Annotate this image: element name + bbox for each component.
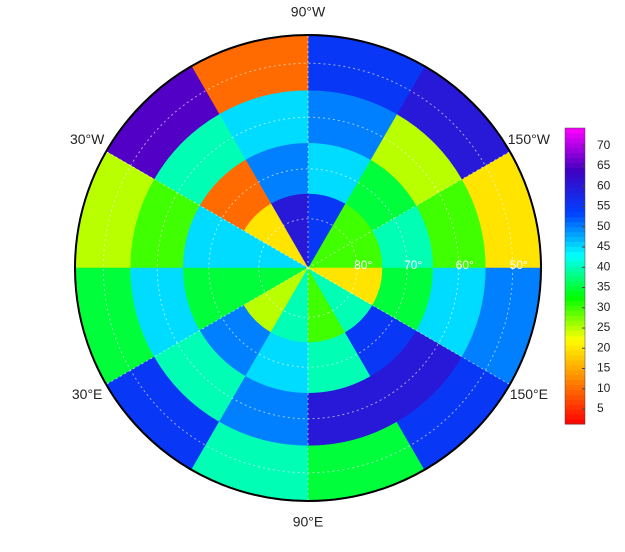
colorbar-swatch [565, 211, 585, 218]
colorbar-swatch [565, 290, 585, 297]
colorbar-swatch [565, 192, 585, 198]
colorbar-swatch [565, 187, 585, 193]
colorbar-swatch [565, 266, 585, 272]
colorbar-swatch [565, 221, 585, 228]
colorbar-swatch [565, 310, 585, 316]
latitude-label: 60° [456, 258, 474, 272]
meridian [105, 151, 309, 269]
colorbar-swatch [565, 206, 585, 213]
colorbar-swatch [565, 300, 585, 307]
meridian [307, 151, 511, 269]
colorbar-label: 70 [597, 138, 611, 152]
meridian [307, 267, 511, 385]
colorbar-swatch [565, 162, 585, 168]
colorbar-swatch [565, 330, 585, 336]
colorbar-swatch [565, 280, 585, 287]
colorbar-swatch [565, 167, 585, 173]
colorbar-swatch [565, 419, 585, 425]
colorbar-swatch [565, 374, 585, 381]
colorbar-swatch [565, 177, 585, 183]
colorbar-label: 5 [597, 401, 604, 415]
colorbar-swatch [565, 414, 585, 420]
colorbar-swatch [565, 256, 585, 262]
colorbar-swatch [565, 202, 585, 208]
colorbar-swatch [565, 384, 585, 390]
colorbar-label: 50 [597, 219, 611, 233]
colorbar-label: 10 [597, 381, 611, 395]
colorbar-swatch [565, 364, 585, 371]
longitude-label: 90°W [291, 4, 326, 20]
colorbar-swatch [565, 276, 585, 282]
colorbar-swatch [565, 271, 585, 277]
colorbar-swatch [565, 325, 585, 331]
colorbar-label: 60 [597, 178, 611, 192]
colorbar-label: 45 [597, 239, 611, 253]
colorbar-label: 35 [597, 280, 611, 294]
colorbar-swatch [565, 142, 585, 149]
colorbar-frame [564, 127, 586, 425]
colorbar-swatch [565, 216, 585, 223]
latitude-label: 50° [510, 258, 528, 272]
colorbar-swatch [565, 236, 585, 242]
colorbar-swatch [565, 369, 585, 376]
colorbar-swatch [565, 285, 585, 292]
colorbar-swatch [565, 261, 585, 267]
colorbar-label: 65 [597, 158, 611, 172]
longitude-label: 30°E [72, 386, 103, 402]
colorbar-swatch [565, 132, 585, 139]
latitude-label: 80° [354, 258, 372, 272]
latitude-circle [258, 218, 358, 318]
longitude-label: 150°W [508, 131, 551, 147]
colorbar-swatch [565, 226, 585, 233]
colorbar-swatch [565, 409, 585, 415]
latitude-circle [102, 62, 514, 474]
colorbar-swatch [565, 251, 585, 257]
colorbar-swatch [565, 197, 585, 203]
colorbar-swatch [565, 241, 585, 247]
colorbar-swatch [565, 157, 585, 164]
colorbar-swatch [565, 137, 585, 144]
colorbar-label: 30 [597, 300, 611, 314]
colorbar-label: 55 [597, 199, 611, 213]
colorbar-swatch [565, 231, 585, 238]
colorbar-swatch [565, 320, 585, 326]
latitude-circle [208, 168, 408, 368]
colorbar-label: 15 [597, 361, 611, 375]
colorbar-swatch [565, 359, 585, 366]
colorbar-swatch [565, 354, 585, 361]
colorbar-swatch [565, 305, 585, 312]
map-field [74, 34, 542, 502]
colorbar-swatch [565, 182, 585, 188]
colorbar-swatch [565, 152, 585, 159]
colorbar-swatch [565, 246, 585, 252]
colorbar-swatch [565, 340, 585, 346]
colorbar-swatch [565, 295, 585, 302]
longitude-label: 30°W [70, 131, 105, 147]
meridian [105, 267, 309, 385]
longitude-label: 150°E [510, 386, 548, 402]
colorbar-swatch [565, 335, 585, 341]
colorbar-label: 40 [597, 259, 611, 273]
colorbar-swatch [565, 399, 585, 405]
colorbar-swatch [565, 404, 585, 410]
map-border [74, 34, 542, 502]
colorbar-swatch [565, 345, 585, 351]
latitude-label: 70° [404, 258, 422, 272]
longitude-label: 90°E [293, 514, 324, 530]
colorbar-swatch [565, 315, 585, 321]
colorbar-swatch [565, 350, 585, 356]
colorbar-swatch [565, 394, 585, 400]
colorbar-swatch [565, 128, 585, 134]
colorbar-swatch [565, 379, 585, 386]
colorbar-label: 20 [597, 340, 611, 354]
graticule [102, 35, 514, 501]
colorbar-swatch [565, 389, 585, 395]
colorbar-swatch [565, 172, 585, 178]
colorbar-swatch [565, 147, 585, 154]
colorbar-label: 25 [597, 320, 611, 334]
